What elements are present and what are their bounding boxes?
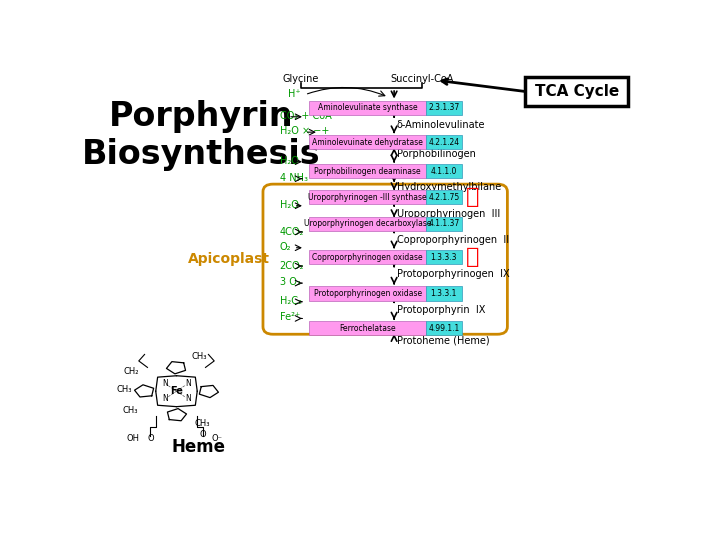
Text: N: N: [162, 379, 168, 388]
Text: 4.99.1.1: 4.99.1.1: [428, 324, 459, 333]
Text: 4 NH₃: 4 NH₃: [279, 173, 307, 183]
Text: Coproporphyrinogen  II: Coproporphyrinogen II: [397, 235, 509, 245]
Text: 3 O₂: 3 O₂: [279, 277, 300, 287]
Text: Glycine: Glycine: [283, 75, 319, 84]
Text: N: N: [162, 394, 168, 403]
Text: 4.1.1.0: 4.1.1.0: [431, 167, 457, 176]
Text: Uroporphyrinogen -III synthase: Uroporphyrinogen -III synthase: [308, 193, 427, 201]
Text: 4.1.1.37: 4.1.1.37: [428, 219, 459, 228]
FancyBboxPatch shape: [426, 190, 462, 204]
FancyBboxPatch shape: [310, 100, 426, 114]
FancyBboxPatch shape: [426, 164, 462, 178]
Text: N: N: [185, 394, 191, 403]
FancyBboxPatch shape: [310, 135, 426, 149]
FancyBboxPatch shape: [426, 250, 462, 265]
Text: 2CO₂: 2CO₂: [279, 261, 305, 271]
FancyBboxPatch shape: [426, 217, 462, 231]
Text: OH: OH: [127, 434, 140, 443]
Text: 4.2.1.75: 4.2.1.75: [428, 193, 459, 201]
Text: Protoporphyrinogen oxidase: Protoporphyrinogen oxidase: [313, 289, 422, 298]
Text: Fe: Fe: [170, 386, 183, 396]
Text: O⁻: O⁻: [212, 434, 222, 443]
Text: CH₃: CH₃: [117, 384, 132, 394]
Text: Apicoplast: Apicoplast: [188, 252, 270, 266]
Text: Protoporphyrin  IX: Protoporphyrin IX: [397, 305, 485, 315]
Text: δ-Aminolevulinate: δ-Aminolevulinate: [397, 120, 485, 130]
Text: O₂: O₂: [279, 241, 291, 252]
FancyBboxPatch shape: [426, 321, 462, 335]
Text: TCA Cycle: TCA Cycle: [535, 84, 619, 99]
Text: H₂C₂: H₂C₂: [279, 296, 302, 306]
Text: Succinyl-CoA: Succinyl-CoA: [390, 75, 454, 84]
Text: N: N: [185, 379, 191, 388]
Text: CH₂: CH₂: [124, 367, 139, 376]
Text: O: O: [147, 434, 153, 443]
FancyBboxPatch shape: [426, 286, 462, 301]
Text: Uroporphyrinogen decarboxylase: Uroporphyrinogen decarboxylase: [304, 219, 431, 228]
FancyBboxPatch shape: [426, 135, 462, 149]
FancyBboxPatch shape: [526, 77, 629, 106]
Text: CH₃: CH₃: [195, 419, 210, 428]
Text: 4CO₂: 4CO₂: [279, 227, 304, 237]
FancyBboxPatch shape: [426, 100, 462, 114]
Text: Aminolevulinate synthase: Aminolevulinate synthase: [318, 103, 418, 112]
Text: CH₃: CH₃: [192, 352, 207, 361]
Text: H₂O: H₂O: [279, 156, 299, 166]
Text: 2.3.1.37: 2.3.1.37: [428, 103, 459, 112]
Text: Aminolevuinate dehydratase: Aminolevuinate dehydratase: [312, 138, 423, 147]
Text: Fe²⁺: Fe²⁺: [279, 312, 300, 322]
Text: Porphobilinogen deaminase: Porphobilinogen deaminase: [315, 167, 421, 176]
FancyBboxPatch shape: [310, 217, 426, 231]
Text: O: O: [199, 430, 206, 439]
Text: CH₃: CH₃: [122, 406, 138, 415]
Text: Heme: Heme: [172, 438, 226, 456]
Text: ⛔: ⛔: [466, 187, 480, 207]
Text: 1.3.3.1: 1.3.3.1: [431, 289, 457, 298]
Text: Hydroxymethylbilane: Hydroxymethylbilane: [397, 181, 501, 192]
Text: 1.3.3.3: 1.3.3.3: [431, 253, 457, 262]
Text: H⁺: H⁺: [288, 89, 301, 99]
Text: H₂O: H₂O: [279, 200, 299, 210]
Text: Porphobilinogen: Porphobilinogen: [397, 149, 476, 159]
Text: Coproporphyrinogen oxidase: Coproporphyrinogen oxidase: [312, 253, 423, 262]
Text: Porphyrin
Biosynthesis: Porphyrin Biosynthesis: [82, 100, 321, 171]
FancyBboxPatch shape: [310, 321, 426, 335]
FancyBboxPatch shape: [310, 250, 426, 265]
Text: Uroporphyrinogen  III: Uroporphyrinogen III: [397, 208, 500, 219]
FancyBboxPatch shape: [310, 286, 426, 301]
Text: Protoporphyrinogen  IX: Protoporphyrinogen IX: [397, 269, 510, 279]
Text: ⛔: ⛔: [466, 247, 480, 267]
Text: H₂O × −+: H₂O × −+: [279, 126, 329, 136]
FancyBboxPatch shape: [310, 164, 426, 178]
Text: CO₂ + CoA: CO₂ + CoA: [279, 111, 331, 121]
Text: Ferrochelatase: Ferrochelatase: [339, 324, 396, 333]
Text: 4.2.1.24: 4.2.1.24: [428, 138, 459, 147]
Text: Protoheme (Heme): Protoheme (Heme): [397, 335, 490, 345]
FancyBboxPatch shape: [310, 190, 426, 204]
